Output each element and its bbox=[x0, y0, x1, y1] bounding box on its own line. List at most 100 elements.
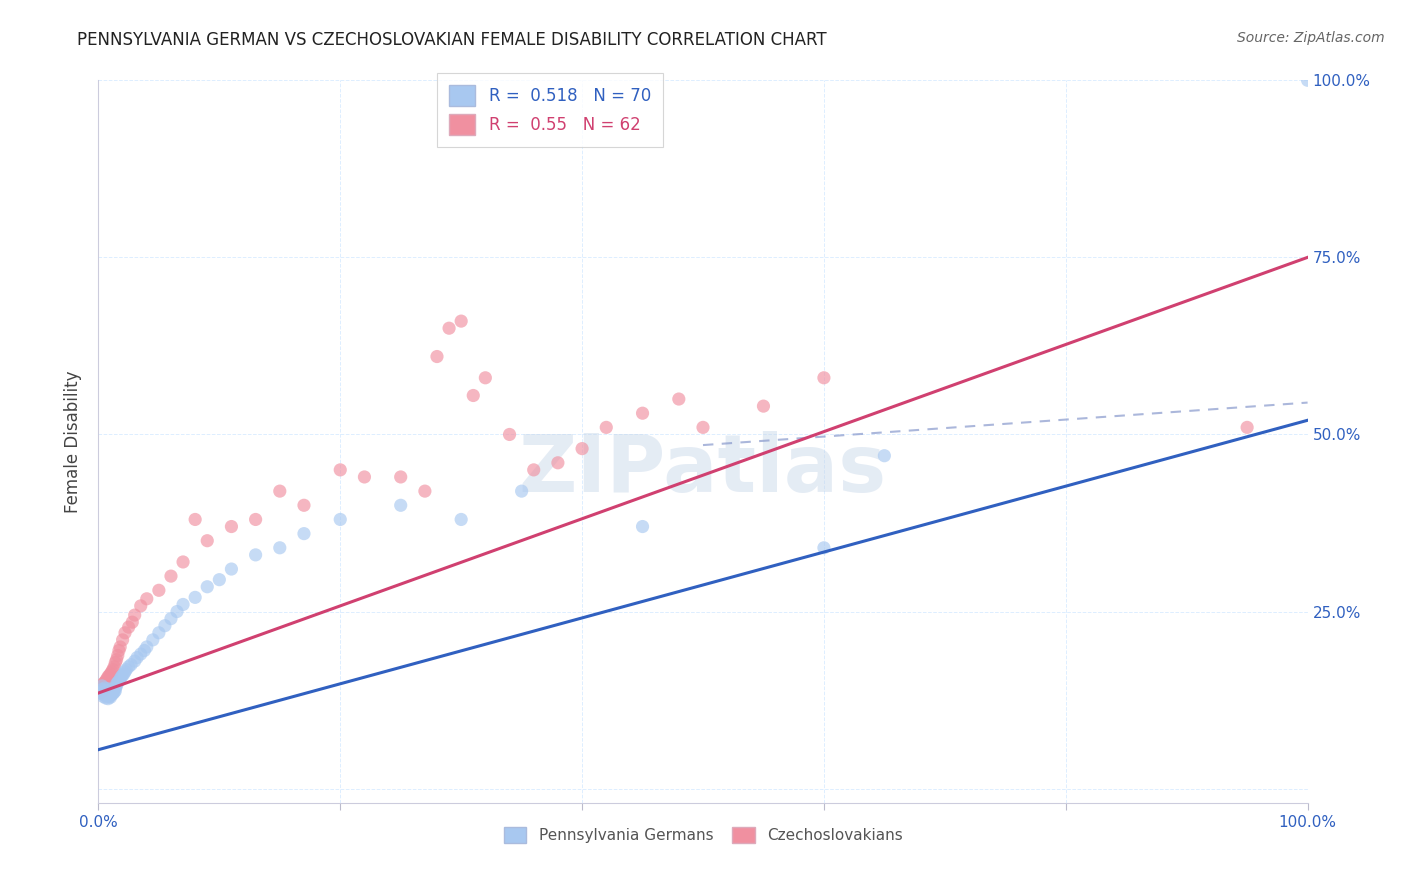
Legend: Pennsylvania Germans, Czechoslovakians: Pennsylvania Germans, Czechoslovakians bbox=[498, 821, 908, 849]
Point bbox=[111, 632, 134, 647]
Point bbox=[101, 687, 124, 701]
Point bbox=[94, 690, 117, 705]
Point bbox=[129, 647, 152, 661]
Point bbox=[389, 470, 412, 484]
Text: PENNSYLVANIA GERMAN VS CZECHOSLOVAKIAN FEMALE DISABILITY CORRELATION CHART: PENNSYLVANIA GERMAN VS CZECHOSLOVAKIAN F… bbox=[77, 31, 827, 49]
Point bbox=[631, 406, 654, 420]
Point bbox=[692, 420, 714, 434]
Point bbox=[124, 608, 146, 623]
Point bbox=[245, 512, 267, 526]
Point bbox=[90, 686, 112, 700]
Point bbox=[91, 682, 114, 697]
Point bbox=[292, 526, 315, 541]
Point bbox=[100, 688, 122, 702]
Point bbox=[98, 668, 121, 682]
Point bbox=[108, 640, 131, 654]
Point bbox=[142, 632, 165, 647]
Point bbox=[124, 654, 146, 668]
Point bbox=[105, 679, 128, 693]
Point bbox=[474, 371, 496, 385]
Point bbox=[103, 682, 125, 697]
Point bbox=[101, 684, 124, 698]
Point bbox=[437, 321, 460, 335]
Point bbox=[110, 670, 132, 684]
Point bbox=[93, 685, 115, 699]
Point bbox=[112, 666, 135, 681]
Point bbox=[166, 605, 188, 619]
Point bbox=[108, 672, 131, 686]
Point bbox=[98, 690, 121, 704]
Point bbox=[98, 684, 121, 698]
Point bbox=[98, 685, 121, 699]
Point bbox=[631, 519, 654, 533]
Point bbox=[100, 672, 122, 686]
Point bbox=[94, 687, 117, 701]
Point bbox=[105, 677, 128, 691]
Point bbox=[96, 687, 118, 701]
Point bbox=[752, 399, 775, 413]
Point bbox=[91, 684, 114, 698]
Point bbox=[221, 562, 243, 576]
Point bbox=[160, 569, 183, 583]
Point bbox=[104, 681, 127, 695]
Point bbox=[450, 314, 472, 328]
Point bbox=[221, 519, 243, 533]
Point bbox=[93, 675, 115, 690]
Point bbox=[114, 665, 136, 679]
Point bbox=[148, 583, 170, 598]
Point bbox=[104, 684, 127, 698]
Point bbox=[91, 677, 114, 691]
Point bbox=[571, 442, 593, 456]
Point bbox=[160, 612, 183, 626]
Point bbox=[91, 682, 114, 697]
Point bbox=[105, 653, 128, 667]
Point bbox=[91, 684, 114, 698]
Point bbox=[184, 591, 207, 605]
Point bbox=[94, 673, 117, 688]
Point bbox=[100, 666, 122, 681]
Point bbox=[1296, 73, 1319, 87]
Point bbox=[195, 580, 218, 594]
Text: ZIPatlas: ZIPatlas bbox=[519, 432, 887, 509]
Point bbox=[97, 670, 120, 684]
Point bbox=[101, 663, 124, 677]
Point bbox=[100, 682, 122, 697]
Point bbox=[135, 591, 157, 606]
Point bbox=[547, 456, 569, 470]
Point bbox=[134, 643, 156, 657]
Point bbox=[91, 690, 114, 704]
Point bbox=[90, 686, 112, 700]
Point bbox=[114, 625, 136, 640]
Point bbox=[172, 598, 194, 612]
Point bbox=[426, 350, 449, 364]
Point bbox=[103, 685, 125, 699]
Point bbox=[498, 427, 520, 442]
Point bbox=[94, 684, 117, 698]
Point bbox=[107, 648, 129, 663]
Point bbox=[153, 618, 176, 632]
Text: Source: ZipAtlas.com: Source: ZipAtlas.com bbox=[1237, 31, 1385, 45]
Point bbox=[100, 665, 122, 679]
Point bbox=[129, 599, 152, 613]
Point bbox=[135, 640, 157, 654]
Point bbox=[413, 484, 436, 499]
Point bbox=[98, 673, 121, 688]
Point bbox=[121, 615, 143, 630]
Point bbox=[100, 687, 122, 701]
Point bbox=[127, 650, 149, 665]
Point bbox=[148, 625, 170, 640]
Point bbox=[269, 484, 291, 499]
Point bbox=[389, 498, 412, 512]
Point bbox=[172, 555, 194, 569]
Point bbox=[93, 681, 115, 695]
Point bbox=[96, 677, 118, 691]
Point bbox=[510, 484, 533, 499]
Point bbox=[269, 541, 291, 555]
Point bbox=[91, 679, 114, 693]
Point bbox=[523, 463, 546, 477]
Point bbox=[195, 533, 218, 548]
Point bbox=[120, 657, 142, 672]
Point bbox=[100, 670, 122, 684]
Point bbox=[813, 371, 835, 385]
Point bbox=[97, 675, 120, 690]
